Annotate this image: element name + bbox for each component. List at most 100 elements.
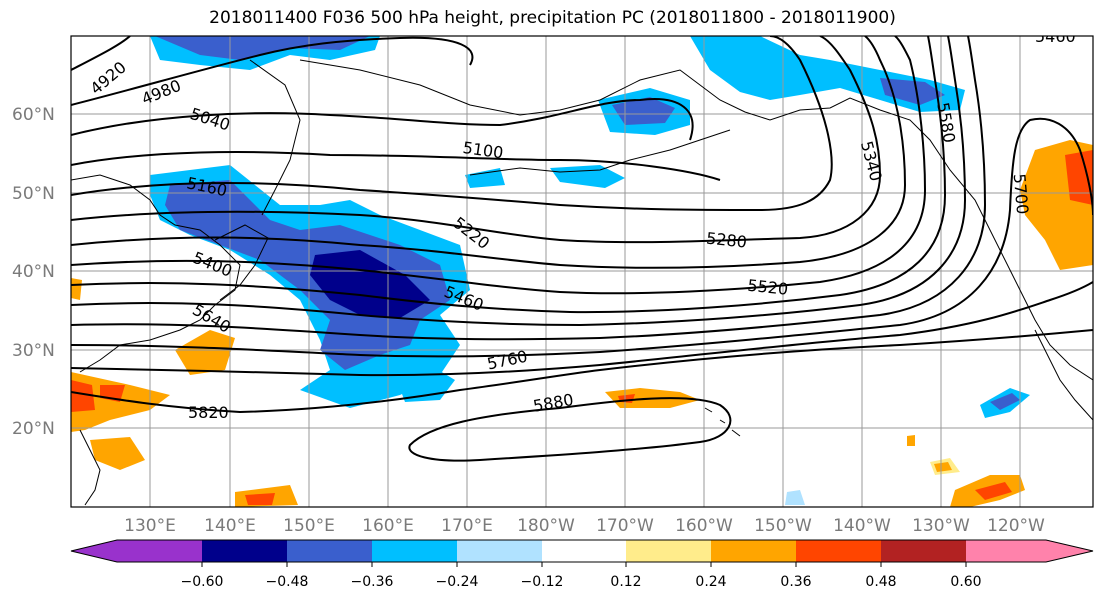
precip-area-neg-mid xyxy=(612,97,675,125)
colorbar-high-extension xyxy=(1046,540,1093,562)
colorbar-tick-label: −0.24 xyxy=(436,574,479,590)
map-frame xyxy=(70,35,1094,508)
precip-area-pos-strong xyxy=(71,380,95,412)
longitude-label: 170°E xyxy=(441,516,493,536)
precip-area-neg-mid xyxy=(155,36,370,60)
colorbar-tick-label: 0.12 xyxy=(610,574,641,590)
contour-line xyxy=(408,397,732,462)
height-contours xyxy=(71,36,1093,462)
colorbar-tick-label: −0.60 xyxy=(181,574,224,590)
precip-area-neg-weak xyxy=(550,165,625,188)
colorbar-outline xyxy=(70,539,1094,563)
colorbar-tick-label: 0.36 xyxy=(780,574,811,590)
contour-line xyxy=(71,36,882,244)
contour-label: 5700 xyxy=(1010,173,1032,215)
colorbar-low-extension xyxy=(71,540,117,562)
contour-line xyxy=(71,36,907,269)
colorbar-segment xyxy=(372,540,457,562)
contour-line xyxy=(71,151,721,181)
graticule xyxy=(71,36,1093,507)
latitude-label: 20°N xyxy=(12,419,55,439)
precip-area-neg-light xyxy=(785,490,805,505)
contour-label: 5820 xyxy=(188,403,229,422)
latitude-label: 40°N xyxy=(12,262,55,282)
latitude-label: 50°N xyxy=(12,184,55,204)
coastline-japan xyxy=(214,224,269,301)
coastlines xyxy=(71,59,1093,506)
longitude-label: 170°W xyxy=(596,516,654,536)
contour-line xyxy=(71,329,1093,414)
coastline-alaska xyxy=(599,69,1093,381)
precip-area-neg-weak xyxy=(465,168,505,188)
contour-line xyxy=(71,36,927,295)
longitude-label: 150°W xyxy=(754,516,812,536)
colorbar-tick-label: 0.48 xyxy=(865,574,896,590)
longitude-label: 130°E xyxy=(124,516,176,536)
contour-line xyxy=(71,36,131,71)
longitude-label: 180°W xyxy=(517,516,575,536)
precip-area-pos-mid xyxy=(71,372,170,432)
colorbar-segment xyxy=(966,540,1046,562)
precip-area-pos-mid xyxy=(90,437,145,470)
colorbar-segment xyxy=(457,540,542,562)
coastline-philippines xyxy=(79,429,101,506)
contour-line xyxy=(71,36,833,212)
colorbar-segment xyxy=(117,540,202,562)
precip-area-pos-mid xyxy=(175,330,235,375)
longitude-label: 160°W xyxy=(675,516,733,536)
contour-label: 5520 xyxy=(747,276,789,299)
precip-area-pos-strong xyxy=(975,482,1012,500)
coastline-siberia xyxy=(299,59,601,116)
colorbar-segment xyxy=(287,540,372,562)
contour-line xyxy=(71,36,967,327)
colorbar-segment xyxy=(202,540,287,562)
colorbar-segment xyxy=(542,540,626,562)
coastline-mexico xyxy=(1034,329,1093,421)
latitude-axis: 60°N 50°N 40°N 30°N 20°N xyxy=(12,105,55,439)
contour-label: 5280 xyxy=(705,229,747,252)
longitude-axis: 130°E 140°E 150°E 160°E 170°E 180°W 170°… xyxy=(124,516,1045,536)
precip-area-pos-mid xyxy=(934,462,952,472)
precip-area-pos-strong xyxy=(1065,150,1093,205)
colorbar-tick-label: −0.12 xyxy=(521,574,564,590)
precip-area-pos-strong xyxy=(245,493,275,505)
longitude-label: 160°E xyxy=(362,516,414,536)
contour-line xyxy=(71,36,987,341)
precip-area-neg-mid xyxy=(165,180,450,370)
precip-area-neg-mid xyxy=(990,393,1020,410)
longitude-label: 120°W xyxy=(987,516,1045,536)
colorbar-tick-label: −0.48 xyxy=(266,574,309,590)
colorbar-segment xyxy=(796,540,881,562)
precip-area-neg-mid xyxy=(880,78,945,105)
longitude-label: 130°W xyxy=(912,516,970,536)
colorbar-tick-label: 0.24 xyxy=(695,574,726,590)
contour-line xyxy=(71,36,947,314)
coastline-asia xyxy=(71,174,241,373)
colorbar-segment xyxy=(711,540,796,562)
precip-area-pos-mid xyxy=(71,278,82,300)
map-title: 2018011400 F036 500 hPa height, precipit… xyxy=(209,8,896,28)
precip-area-neg-strong xyxy=(310,250,430,318)
colorbar: −0.60 −0.48 −0.36 −0.24 −0.12 0.12 0.24 … xyxy=(70,539,1094,590)
coastline-kamchatka xyxy=(249,59,301,216)
contour-line xyxy=(71,117,1093,358)
longitude-label: 140°W xyxy=(833,516,891,536)
contour-line xyxy=(71,98,694,141)
precip-area-pos-mid xyxy=(907,435,915,446)
latitude-label: 30°N xyxy=(12,341,55,361)
colorbar-segment xyxy=(626,540,711,562)
colorbar-segment xyxy=(881,540,966,562)
contour-line xyxy=(71,36,474,106)
colorbar-tick-labels: −0.60 −0.48 −0.36 −0.24 −0.12 0.12 0.24 … xyxy=(181,574,982,590)
colorbar-tick-label: 0.60 xyxy=(950,574,981,590)
contour-label: 5460 xyxy=(1035,27,1076,46)
latitude-label: 60°N xyxy=(12,105,55,125)
coastline-aleutians xyxy=(469,129,731,176)
longitude-label: 150°E xyxy=(283,516,335,536)
colorbar-tick-label: −0.36 xyxy=(351,574,394,590)
contour-line xyxy=(71,281,1093,377)
colorbar-ticks xyxy=(201,562,967,567)
coastline-hawaii xyxy=(704,407,741,437)
longitude-label: 140°E xyxy=(204,516,256,536)
